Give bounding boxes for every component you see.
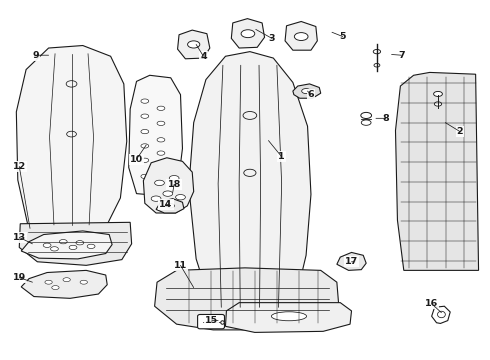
Polygon shape [432,306,450,323]
Ellipse shape [163,191,172,196]
Text: 6: 6 [308,90,314,99]
Ellipse shape [169,176,179,181]
Text: 2: 2 [457,127,464,136]
Text: 16: 16 [425,299,438,308]
Text: 12: 12 [13,162,26,171]
Ellipse shape [50,247,58,251]
Ellipse shape [294,33,308,41]
Ellipse shape [434,91,442,96]
Ellipse shape [188,41,200,48]
Polygon shape [285,22,318,50]
Ellipse shape [69,245,77,249]
Ellipse shape [347,258,356,263]
Ellipse shape [157,167,165,171]
Text: 17: 17 [345,257,358,266]
Text: 14: 14 [159,200,172,209]
Ellipse shape [157,106,165,111]
FancyBboxPatch shape [197,315,224,329]
Polygon shape [225,303,351,332]
Polygon shape [129,75,182,196]
Ellipse shape [361,120,371,125]
Text: 19: 19 [13,273,26,282]
Ellipse shape [76,240,84,245]
Ellipse shape [43,243,51,247]
Ellipse shape [175,194,185,200]
Text: 9: 9 [32,51,39,60]
Polygon shape [395,72,479,270]
Ellipse shape [373,49,381,54]
Ellipse shape [45,280,52,284]
Text: 5: 5 [340,32,346,41]
Text: 13: 13 [13,233,26,242]
Polygon shape [21,270,107,298]
Ellipse shape [361,112,371,118]
Polygon shape [293,84,321,98]
Polygon shape [231,19,265,48]
Polygon shape [177,30,210,59]
Text: 15: 15 [205,316,219,325]
Ellipse shape [157,151,165,155]
Ellipse shape [141,174,149,179]
Ellipse shape [157,121,165,126]
Text: 18: 18 [168,180,181,189]
Ellipse shape [241,30,255,38]
Ellipse shape [59,239,67,244]
Ellipse shape [167,204,174,208]
Ellipse shape [141,99,149,103]
Ellipse shape [244,169,256,176]
Ellipse shape [271,312,307,321]
Text: 1: 1 [278,152,285,161]
Polygon shape [337,252,366,270]
Polygon shape [16,45,127,233]
Polygon shape [21,231,112,259]
Ellipse shape [434,102,441,106]
Text: 3: 3 [269,34,275,43]
Ellipse shape [141,144,149,148]
Ellipse shape [243,112,257,120]
Ellipse shape [141,114,149,118]
Polygon shape [156,199,184,213]
Ellipse shape [87,244,95,248]
Ellipse shape [52,285,59,289]
Ellipse shape [151,196,161,201]
Ellipse shape [155,180,164,185]
Ellipse shape [157,138,165,142]
Polygon shape [19,222,132,265]
Ellipse shape [302,89,311,94]
Ellipse shape [374,63,380,67]
Ellipse shape [80,280,87,284]
Text: 11: 11 [174,261,187,270]
Ellipse shape [63,278,71,282]
Polygon shape [144,158,194,213]
Polygon shape [189,51,311,313]
Ellipse shape [66,81,77,87]
Text: 10: 10 [130,155,143,164]
Text: 4: 4 [200,52,207,61]
Ellipse shape [141,158,149,162]
Ellipse shape [438,311,445,318]
Ellipse shape [141,130,149,134]
Ellipse shape [67,131,76,137]
Text: 7: 7 [398,51,405,60]
Text: 8: 8 [382,114,389,123]
Polygon shape [155,268,339,330]
